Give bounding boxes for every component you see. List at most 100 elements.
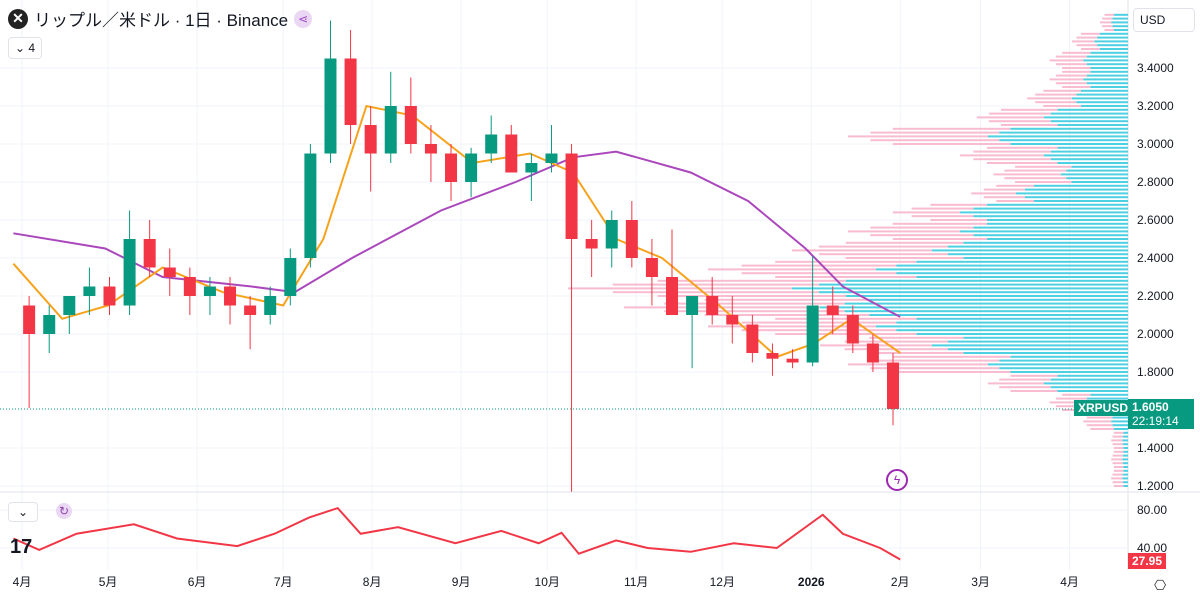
volume-profile-up-bar — [1122, 443, 1128, 446]
x-tick-label: 3月 — [971, 575, 990, 589]
volume-profile-up-bar — [1113, 29, 1128, 31]
lightning-icon[interactable]: ϟ — [886, 469, 908, 491]
candle-body — [183, 277, 196, 296]
y-tick-label: 2.6000 — [1137, 213, 1174, 227]
volume-profile-down-bar — [1055, 63, 1087, 66]
volume-profile-up-bar — [1086, 63, 1128, 66]
volume-profile-down-bar — [1055, 74, 1087, 77]
volume-profile-down-bar — [1113, 466, 1124, 468]
volume-profile-down-bar — [818, 253, 948, 256]
volume-profile-up-bar — [844, 310, 1128, 313]
volume-profile-up-bar — [845, 295, 1128, 297]
volume-profile-down-bar — [708, 268, 876, 271]
volume-profile-down-bar — [1035, 101, 1077, 104]
volume-profile-up-bar — [1076, 93, 1128, 96]
candle-body — [324, 58, 337, 154]
volume-profile-down-bar — [1015, 165, 1072, 168]
volume-profile-up-bar — [1122, 477, 1128, 480]
candle-body — [284, 258, 297, 296]
rsi-value-tag: 27.95 — [1128, 553, 1167, 569]
volume-profile-up-bar — [896, 272, 1128, 275]
volume-profile-down-bar — [775, 276, 917, 278]
volume-profile-down-bar — [1112, 435, 1123, 438]
volume-profile-up-bar — [963, 257, 1128, 259]
volume-profile-down-bar — [1086, 416, 1113, 419]
volume-profile-up-bar — [1057, 390, 1128, 392]
volume-profile-up-bar — [1050, 158, 1128, 161]
volume-profile-up-bar — [1010, 355, 1128, 358]
volume-profile-down-bar — [1055, 397, 1087, 400]
volume-profile-up-bar — [1071, 165, 1128, 168]
refresh-icon[interactable]: ↻ — [56, 503, 72, 519]
volume-profile-up-bar — [1080, 89, 1128, 92]
candle-body — [625, 220, 638, 258]
volume-profile-up-bar — [1097, 36, 1128, 39]
volume-profile-down-bar — [1090, 428, 1114, 430]
volume-profile-down-bar — [1055, 405, 1087, 408]
candle-body — [123, 239, 136, 306]
volume-profile-up-bar — [1112, 424, 1128, 427]
volume-profile-down-bar — [792, 249, 932, 252]
candle-body — [304, 153, 317, 258]
currency-select[interactable]: USD — [1133, 8, 1195, 32]
volume-profile-up-bar — [1113, 428, 1128, 430]
candle-body — [143, 239, 156, 268]
volume-profile-up-bar — [973, 234, 1128, 237]
volume-profile-down-bar — [1015, 181, 1072, 183]
volume-profile-down-bar — [870, 234, 974, 237]
rsi-collapse-button[interactable]: ⌄ — [8, 502, 38, 522]
volume-profile-down-bar — [1055, 55, 1087, 58]
volume-profile-down-bar — [664, 302, 845, 305]
candle-body — [887, 362, 899, 410]
volume-profile-down-bar — [1043, 105, 1081, 107]
volume-profile-up-bar — [963, 336, 1128, 339]
volume-profile-down-bar — [1062, 393, 1091, 396]
volume-profile-up-bar — [947, 245, 1128, 248]
rsi-tick-label: 40.00 — [1137, 541, 1167, 555]
volume-profile-down-bar — [870, 367, 1000, 370]
volume-profile-up-bar — [820, 306, 1128, 309]
volume-profile-down-bar — [1062, 70, 1091, 73]
candle-body — [364, 125, 377, 154]
candle-body — [645, 258, 658, 277]
indicators-toggle[interactable]: ⌄ 4 — [8, 37, 42, 59]
x-tick-label: 4月 — [13, 575, 32, 589]
candle-body — [224, 286, 237, 306]
volume-profile-down-bar — [869, 336, 964, 339]
volume-profile-down-bar — [1043, 89, 1081, 92]
volume-profile-down-bar — [892, 371, 1011, 373]
chevron-down-icon: ⌄ — [17, 505, 29, 519]
volume-profile-down-bar — [1111, 458, 1123, 461]
volume-profile-down-bar — [1049, 401, 1084, 404]
volume-profile-down-bar — [1000, 124, 1058, 126]
volume-profile-up-bar — [999, 131, 1128, 134]
volume-profile-up-bar — [876, 268, 1128, 271]
volume-profile-down-bar — [818, 245, 948, 248]
volume-profile-down-bar — [1080, 48, 1100, 50]
volume-profile-up-bar — [988, 363, 1128, 366]
volume-profile-down-bar — [1049, 59, 1084, 62]
volume-profile-down-bar — [983, 196, 1025, 199]
volume-profile-down-bar — [1112, 443, 1123, 446]
share-icon[interactable]: ⋖ — [294, 9, 313, 28]
volume-profile-up-bar — [963, 352, 1128, 354]
candle-body — [565, 153, 578, 239]
settings-icon[interactable]: ⎔ — [1154, 577, 1167, 593]
symbol-title[interactable]: リップル／米ドル · 1日 · Binance — [34, 11, 289, 30]
volume-profile-down-bar — [775, 333, 917, 335]
candle-body — [585, 239, 598, 249]
volume-profile-up-bar — [1090, 393, 1128, 396]
candle-body — [244, 305, 257, 315]
candle-body — [485, 134, 498, 154]
volume-profile-up-bar — [1086, 397, 1128, 400]
volume-profile-up-bar — [1123, 466, 1128, 468]
candle-body — [424, 144, 437, 154]
volume-profile-up-bar — [1094, 40, 1128, 43]
volume-profile-down-bar — [1035, 93, 1077, 96]
volume-profile-up-bar — [1111, 420, 1128, 423]
volume-profile-up-bar — [792, 287, 1128, 290]
volume-profile-up-bar — [1033, 200, 1128, 202]
x-tick-label: 4月 — [1060, 575, 1079, 589]
candle-body — [203, 286, 216, 296]
